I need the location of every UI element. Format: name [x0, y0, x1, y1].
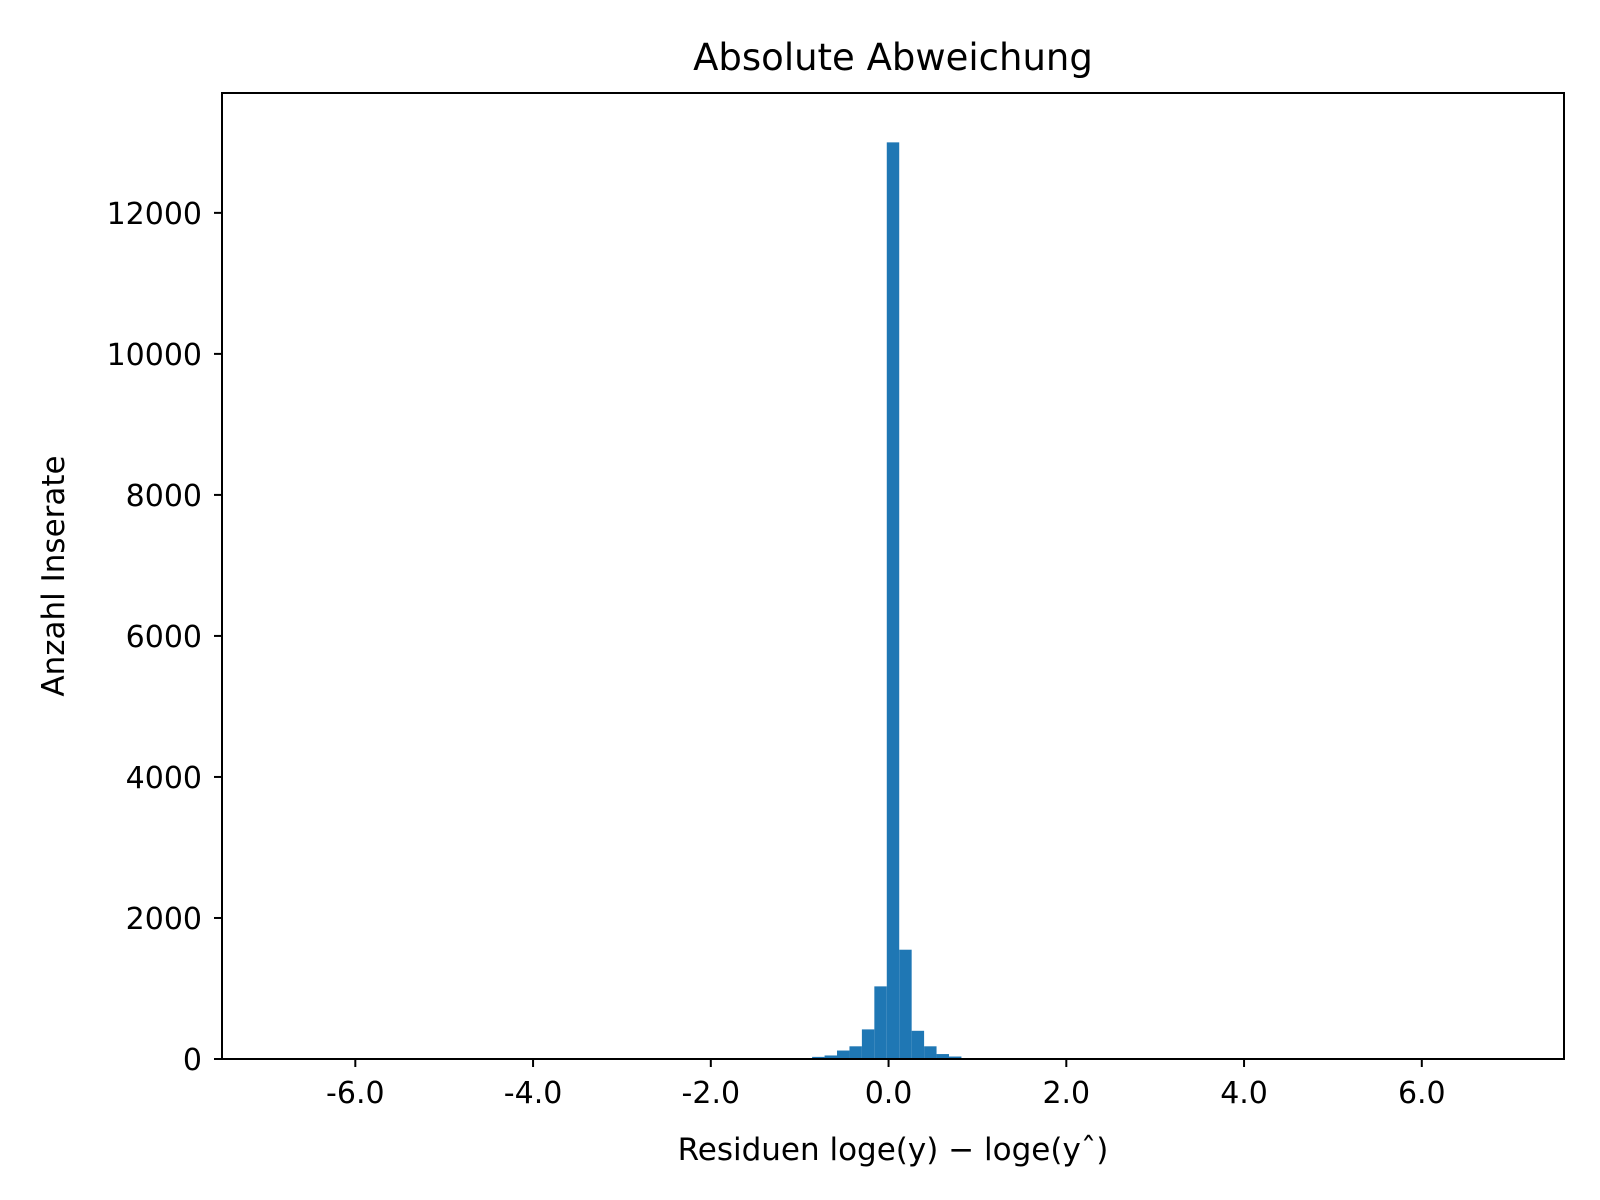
histogram-bars [799, 142, 974, 1060]
x-tick-label: -4.0 [504, 1076, 563, 1111]
x-tick-label: -2.0 [682, 1076, 741, 1111]
x-tick-label: 2.0 [1042, 1076, 1090, 1111]
histogram-bar [849, 1046, 862, 1059]
y-axis-ticks: 0 2000 4000 6000 8000 10000 12000 [107, 197, 222, 1078]
y-axis-label: Anzahl Inserate [36, 455, 72, 696]
x-axis-label: Residuen loge(y) − loge(yˆ) [678, 1132, 1109, 1168]
y-tick-label: 2000 [126, 902, 202, 937]
y-tick-label: 0 [183, 1043, 202, 1078]
plot-frame [221, 92, 1565, 1060]
histogram-bar [812, 1056, 825, 1059]
x-tick-label: 4.0 [1220, 1076, 1268, 1111]
histogram-bar [948, 1056, 962, 1059]
histogram-bar [837, 1050, 850, 1059]
x-tick-label: 6.0 [1398, 1076, 1446, 1111]
y-tick-label: 6000 [126, 620, 202, 655]
histogram-bar [936, 1054, 949, 1059]
histogram-bar [886, 142, 900, 1060]
y-tick-label: 4000 [126, 761, 202, 796]
histogram-bar [924, 1046, 937, 1059]
histogram-bar [861, 1029, 875, 1059]
x-tick-label: 0.0 [865, 1076, 913, 1111]
x-tick-label: -6.0 [326, 1076, 385, 1111]
y-tick-label: 12000 [107, 197, 202, 232]
histogram-bar [874, 986, 887, 1059]
chart-title: Absolute Abweichung [693, 36, 1093, 79]
histogram-bar [824, 1055, 838, 1059]
y-tick-label: 10000 [107, 338, 202, 373]
histogram-bar [911, 1030, 925, 1059]
y-tick-label: 8000 [126, 479, 202, 514]
x-axis-ticks: -6.0 -4.0 -2.0 0.0 2.0 4.0 6.0 [326, 1059, 1446, 1111]
histogram-bar [899, 949, 912, 1059]
